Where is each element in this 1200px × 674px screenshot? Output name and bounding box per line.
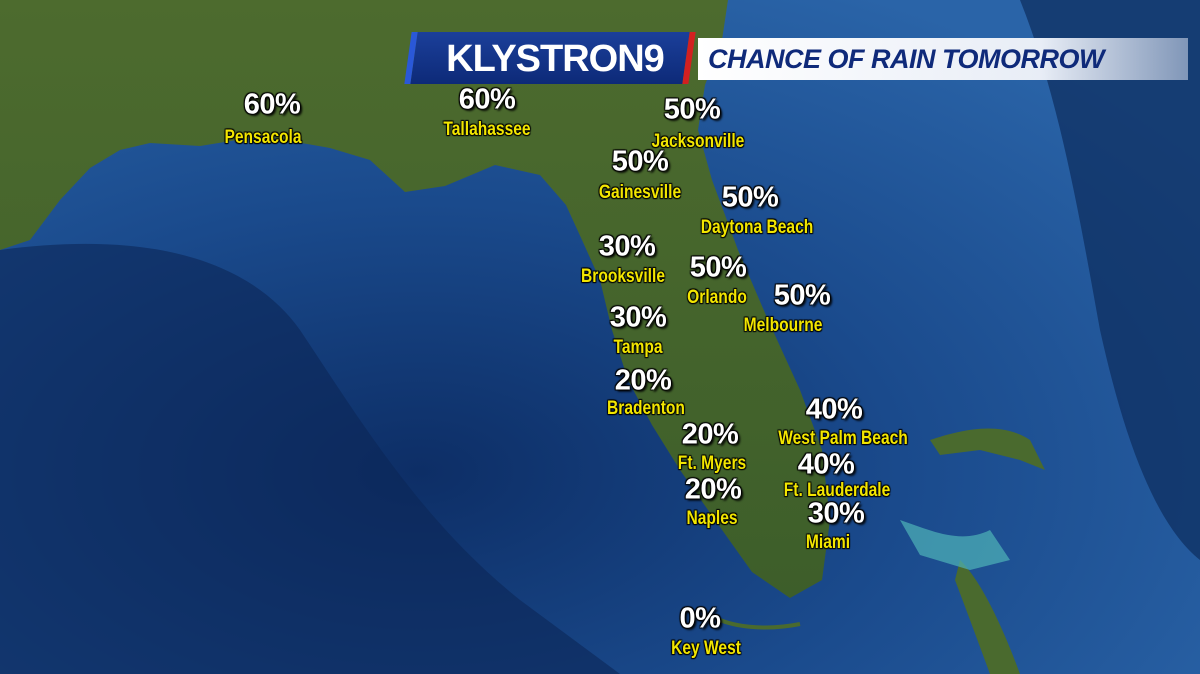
city-name: Tallahassee (443, 119, 531, 140)
rain-chance: 60% (458, 83, 516, 116)
city-name: Daytona Beach (700, 217, 814, 238)
rain-chance: 0% (679, 602, 721, 635)
city-name: Miami (805, 532, 851, 553)
shallows (900, 520, 1010, 570)
title-bar (698, 38, 1188, 80)
rain-chance: 20% (684, 473, 742, 506)
city-name: Brooksville (581, 266, 665, 287)
rain-chance: 40% (805, 393, 863, 426)
city-name: Ft. Myers (677, 453, 747, 474)
city-name: Pensacola (224, 127, 302, 148)
rain-chance: 30% (609, 301, 667, 334)
city-name: West Palm Beach (778, 428, 908, 449)
rain-chance: 50% (721, 181, 779, 214)
rain-chance: 30% (807, 497, 865, 530)
logo: KLYSTRON9 (446, 38, 665, 80)
city-name: Jacksonville (651, 131, 745, 152)
deep-water (0, 243, 620, 674)
land (0, 0, 830, 598)
city-name: Melbourne (743, 315, 823, 336)
rain-chance: 40% (797, 448, 855, 481)
bahamas (930, 428, 1045, 674)
rain-chance: 20% (681, 418, 739, 451)
rain-chance: 50% (689, 251, 747, 284)
city-name: Bradenton (607, 398, 685, 419)
city-name: Key West (671, 638, 741, 659)
rain-chance: 50% (773, 279, 831, 312)
keys (719, 618, 801, 630)
city-name: Naples (686, 508, 738, 529)
rain-chance: 30% (598, 230, 656, 263)
rain-chance: 20% (614, 364, 672, 397)
city-name: Tampa (613, 337, 663, 358)
city-name: Orlando (687, 287, 747, 308)
deep-water (1020, 0, 1200, 560)
city-name: Gainesville (598, 182, 682, 203)
rain-chance: 50% (663, 93, 721, 126)
rain-chance: 50% (611, 145, 669, 178)
title: CHANCE OF RAIN TOMORROW (708, 44, 1104, 74)
city-name: Ft. Lauderdale (783, 480, 891, 501)
rain-chance: 60% (243, 88, 301, 121)
